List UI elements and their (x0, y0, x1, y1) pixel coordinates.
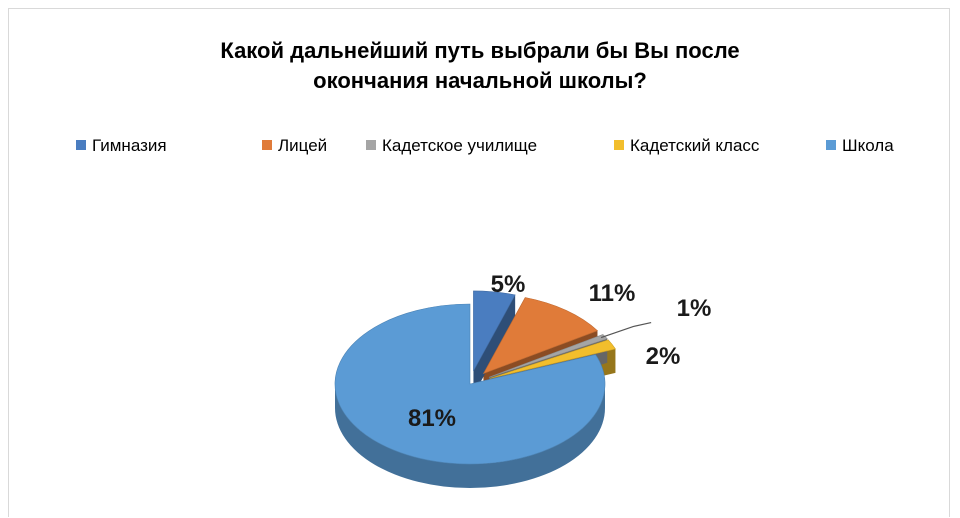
chart-frame (8, 8, 950, 517)
pie-slice-gymnasium (473, 290, 516, 372)
legend-item-lyceum: Лицей (262, 134, 327, 158)
data-label-cadet-class: 2% (646, 343, 681, 370)
chart-title-line-1: Какой дальнейший путь выбрали бы Вы посл… (220, 38, 740, 63)
pie-slice-school (334, 303, 606, 465)
chart-title-line-2: окончания начальной школы? (313, 68, 647, 93)
pie-slice-cadet-class (489, 339, 616, 379)
legend-swatch-cadet-school (366, 140, 376, 150)
legend-swatch-school (826, 140, 836, 150)
legend-swatch-gymnasium (76, 140, 86, 150)
pie-slice-lyceum (482, 297, 599, 375)
data-label-gymnasium: 5% (491, 271, 526, 298)
legend-item-cadet-school: Кадетское училище (366, 134, 537, 158)
chart-title: Какой дальнейший путь выбрали бы Вы посл… (0, 36, 960, 96)
legend-label-gymnasium: Гимназия (92, 136, 167, 155)
legend-item-gymnasium: Гимназия (76, 134, 167, 158)
pie-cut-face-gymnasium-1 (473, 294, 516, 395)
leader-line-cadet-school (600, 321, 652, 339)
data-label-lyceum: 11% (589, 280, 636, 307)
legend-item-school: Школа (826, 134, 894, 158)
legend-swatch-lyceum (262, 140, 272, 150)
data-label-cadet-school: 1% (677, 295, 712, 322)
legend-item-cadet-class: Кадетский класс (614, 134, 759, 158)
pie-side-school (335, 384, 605, 488)
legend-label-lyceum: Лицей (278, 136, 328, 155)
legend-label-cadet-class: Кадетский класс (630, 136, 760, 155)
legend-label-school: Школа (842, 136, 894, 155)
data-label-school: 81% (408, 405, 456, 432)
legend-swatch-cadet-class (614, 140, 624, 150)
legend-label-cadet-school: Кадетское училище (382, 136, 538, 155)
